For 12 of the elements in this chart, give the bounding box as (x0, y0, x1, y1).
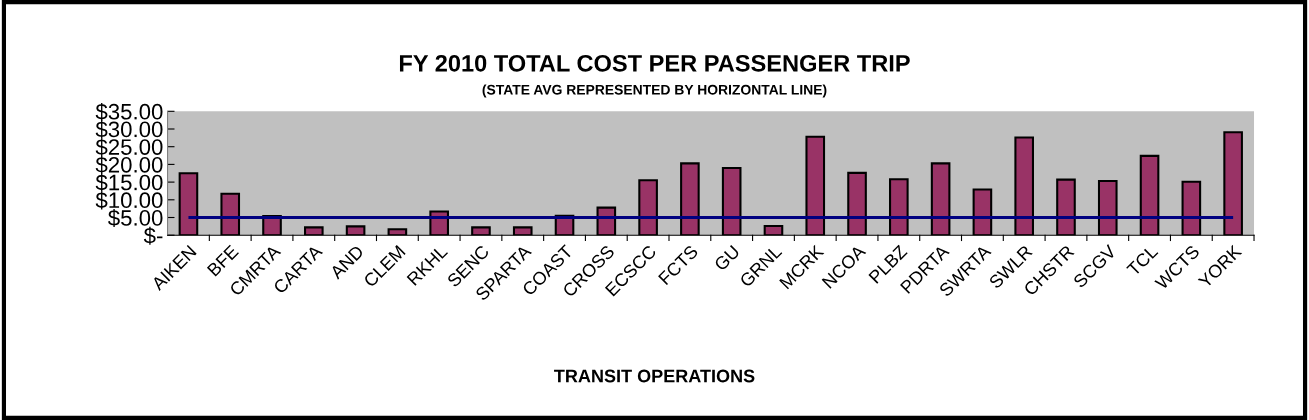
y-tick-label: $20.00 (95, 156, 163, 174)
x-tick-label: GU (713, 244, 741, 272)
y-tick-label: $- (143, 226, 163, 245)
x-axis-title: TRANSIT OPERATIONS (554, 369, 755, 383)
chart-subtitle: (STATE AVG REPRESENTED BY HORIZONTAL LINE) (482, 84, 827, 98)
y-tick-label: $35.00 (95, 102, 163, 121)
y-tick-label: $30.00 (95, 120, 163, 139)
y-tick-label: $5.00 (108, 209, 163, 228)
y-tick-label: $25.00 (95, 138, 163, 157)
y-tick-label: $10.00 (95, 191, 163, 210)
y-tick-label: $15.00 (95, 173, 163, 192)
chart-title: FY 2010 TOTAL COST PER PASSENGER TRIP (399, 54, 910, 72)
